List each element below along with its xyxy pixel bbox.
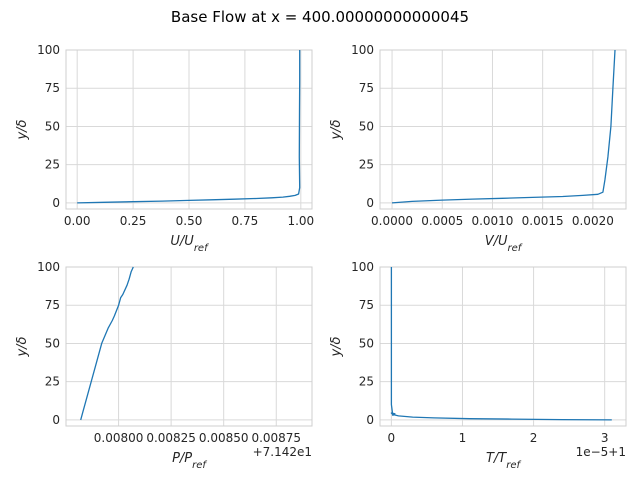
x-tick-label: 0.75	[232, 214, 259, 228]
y-tick-label: 25	[45, 375, 60, 389]
x-tick-label: 0.00875	[251, 431, 301, 445]
y-tick-label: 75	[45, 298, 60, 312]
x-tick-label: 1	[459, 431, 467, 445]
y-tick-label: 100	[351, 43, 374, 57]
y-axis-label: y/δ	[329, 119, 344, 140]
y-tick-label: 50	[45, 119, 60, 133]
x-tick-label: 2	[530, 431, 538, 445]
y-tick-label: 0	[52, 413, 60, 427]
profile-line	[391, 49, 616, 204]
y-tick-label: 50	[359, 119, 374, 133]
axes-frame	[379, 266, 627, 427]
axes-frame	[65, 49, 313, 210]
x-tick-label: 0.00	[64, 214, 91, 228]
x-tick-label: 0.0010	[471, 214, 513, 228]
x-tick-label: 1.00	[287, 214, 314, 228]
y-tick-label: 25	[359, 375, 374, 389]
y-axis-label: y/δ	[329, 336, 344, 357]
plot-area	[66, 267, 312, 426]
axis-offset-label: +7.142e1	[253, 445, 312, 459]
x-tick-label: 0.00850	[199, 431, 249, 445]
subplot-2: 0.0000 0.0005 0.0010 0.0015 0.0020 0 25 50 75 100…	[329, 43, 627, 254]
x-tick-label: 0.0005	[421, 214, 463, 228]
plot-area	[380, 267, 626, 426]
profile-line	[390, 267, 612, 421]
axes-frame	[65, 266, 313, 427]
y-tick-label: 25	[359, 158, 374, 172]
y-axis-label: y/δ	[15, 119, 30, 140]
x-axis-label: U/Uref	[170, 234, 209, 254]
subplot-1: 0.00 0.25 0.50 0.75 1.00 0 25 50 75 100 U/Uref y/δ	[15, 43, 314, 254]
subplot-3: 0.00800 0.00825 0.00850 0.00875 0 25 50 75 100 P/…	[15, 260, 313, 471]
x-tick-label: 0.0000	[371, 214, 413, 228]
x-tick-label: 3	[601, 431, 609, 445]
profile-line	[77, 50, 301, 204]
y-tick-label: 0	[366, 196, 374, 210]
y-tick-label: 100	[351, 260, 374, 274]
y-tick-label: 100	[37, 260, 60, 274]
x-tick-label: 0.50	[176, 214, 203, 228]
y-tick-label: 25	[45, 158, 60, 172]
axes-frame	[379, 49, 627, 210]
x-axis-label: V/Uref	[485, 234, 523, 254]
x-tick-label: 0.0015	[522, 214, 564, 228]
x-tick-label: 0	[388, 431, 396, 445]
x-tick-label: 0.00825	[146, 431, 196, 445]
y-tick-label: 0	[366, 413, 374, 427]
profile-line	[80, 266, 134, 421]
subplot-4: 0 1 2 3 0 25 50 75 100 T/Tref y/δ 1e−5+1	[329, 260, 627, 471]
plot-area	[380, 50, 626, 209]
y-tick-label: 0	[52, 196, 60, 210]
y-axis-label: y/δ	[15, 336, 30, 357]
x-tick-label: 0.00800	[94, 431, 144, 445]
y-tick-label: 75	[45, 81, 60, 95]
y-tick-label: 75	[359, 298, 374, 312]
axis-offset-label: 1e−5+1	[576, 445, 626, 459]
y-tick-label: 100	[37, 43, 60, 57]
y-tick-label: 50	[359, 336, 374, 350]
y-tick-label: 75	[359, 81, 374, 95]
y-tick-label: 50	[45, 336, 60, 350]
figure-title: Base Flow at x = 400.00000000000045	[171, 8, 469, 26]
x-axis-label: P/Pref	[172, 451, 207, 471]
x-tick-label: 0.25	[120, 214, 147, 228]
x-axis-label: T/Tref	[486, 451, 522, 471]
x-tick-label: 0.0020	[572, 214, 614, 228]
